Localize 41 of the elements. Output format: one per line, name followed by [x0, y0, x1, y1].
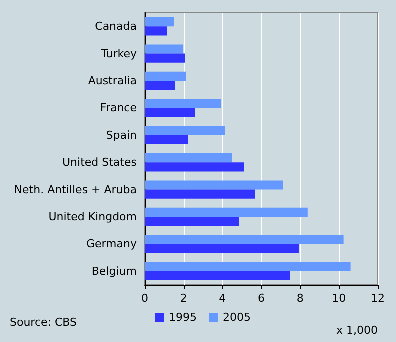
- bar: [145, 180, 284, 190]
- bar: [145, 235, 344, 244]
- y-tick-label: Belgium: [92, 264, 137, 278]
- legend-label: 2005: [222, 311, 251, 324]
- source-note: Source: CBS: [10, 316, 78, 329]
- bar: [145, 153, 232, 163]
- bar: [145, 99, 222, 108]
- bar: [145, 262, 351, 272]
- bar: [145, 244, 299, 254]
- x-axis-title: x 1,000: [336, 324, 378, 337]
- bar: [145, 17, 174, 27]
- y-tick-label: Canada: [95, 20, 137, 34]
- x-tick-label: 6: [258, 292, 265, 305]
- bar: [145, 271, 290, 281]
- y-tick-label: France: [100, 102, 138, 115]
- bar: [145, 190, 256, 199]
- bar: [145, 217, 240, 226]
- bar: [145, 162, 244, 172]
- y-tick-label: Neth. Antilles + Aruba: [14, 183, 137, 196]
- x-tick-label: 2: [180, 292, 188, 305]
- y-tick-label: Australia: [88, 74, 137, 88]
- y-tick-label: Turkey: [100, 47, 138, 60]
- bar: [145, 72, 186, 81]
- bar: [145, 54, 186, 63]
- y-tick-label: Spain: [106, 128, 138, 142]
- y-tick-label: United Kingdom: [48, 210, 137, 224]
- x-tick-label: 4: [219, 292, 226, 305]
- x-tick-label: 10: [332, 292, 346, 305]
- y-tick-label: Germany: [86, 238, 138, 251]
- x-tick-label: 12: [371, 292, 385, 305]
- y-tick-label: United States: [62, 156, 138, 170]
- bar: [145, 44, 184, 54]
- bar: [145, 208, 308, 217]
- x-tick-label: 8: [296, 292, 304, 305]
- legend-label: 1995: [169, 311, 197, 324]
- x-tick-label: 0: [142, 292, 148, 305]
- bar: [145, 135, 188, 145]
- bar: [145, 26, 168, 36]
- bar: [145, 108, 196, 118]
- bar: [145, 126, 226, 136]
- bar: [145, 81, 176, 90]
